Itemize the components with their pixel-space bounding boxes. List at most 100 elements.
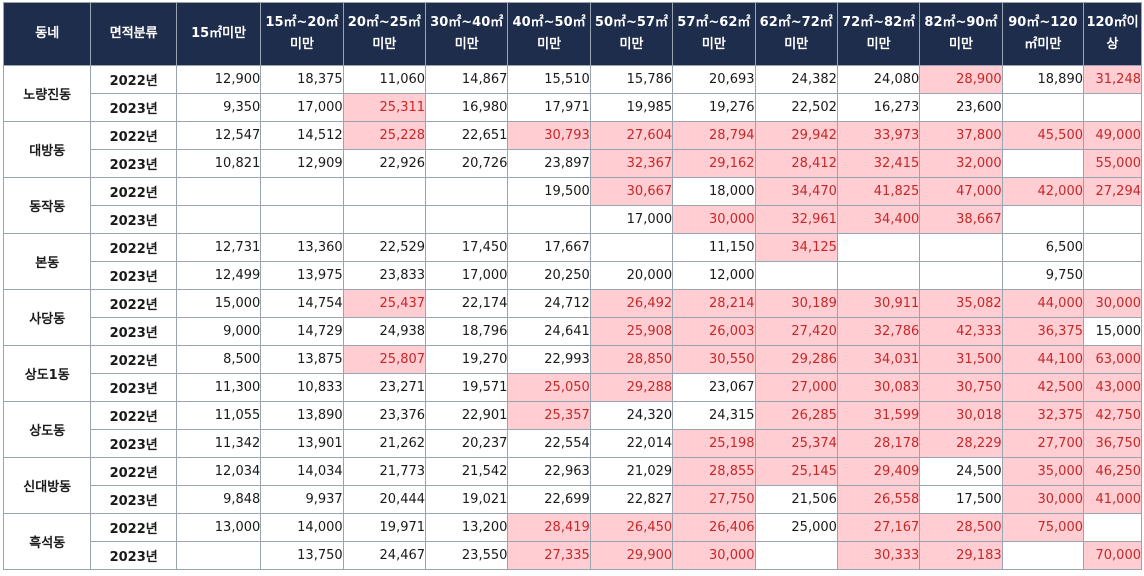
price-cell: 22,699 [507, 485, 591, 514]
price-cell: 29,183 [919, 541, 1003, 570]
year-label: 2023년 [90, 261, 177, 290]
price-cell: 19,971 [342, 513, 427, 542]
price-cell: 28,419 [507, 513, 591, 542]
price-cell: 9,937 [260, 485, 344, 514]
price-cell: 13,975 [260, 261, 344, 290]
price-cell: 42,000 [1001, 177, 1085, 206]
table-header: 동네 면적분류 15㎡미만 15㎡~20㎡미만 20㎡~25㎡미만 30㎡~40㎡미만 40… [2, 2, 1142, 66]
year-label: 2023년 [90, 373, 177, 402]
column-header: 72㎡~82㎡미만 [836, 2, 921, 66]
price-cell: 14,512 [260, 121, 344, 150]
price-cell [754, 261, 838, 290]
price-cell: 23,067 [672, 373, 756, 402]
price-cell: 18,796 [425, 317, 509, 346]
price-cell: 22,554 [507, 429, 591, 458]
price-cell: 30,189 [754, 289, 838, 318]
column-header: 30㎡~40㎡미만 [425, 2, 509, 66]
price-cell: 29,900 [589, 541, 674, 570]
table-row: 2023년 11,342 13,901 21,262 20,237 22,554 22,01… [4, 429, 1142, 458]
price-cell: 34,400 [836, 205, 921, 234]
year-label: 2023년 [90, 485, 177, 514]
price-cell: 17,450 [425, 233, 509, 262]
price-cell [175, 177, 262, 206]
price-cell: 21,542 [425, 457, 509, 486]
price-cell: 22,014 [589, 429, 674, 458]
price-cell: 32,375 [1001, 401, 1085, 430]
price-cell [589, 233, 674, 262]
table-row: 대방동 2022년 12,547 14,512 25,228 22,651 30,793 27… [2, 121, 1142, 178]
price-cell: 28,229 [919, 429, 1003, 458]
price-cell: 16,980 [425, 93, 509, 122]
price-cell [175, 205, 262, 234]
price-cell: 12,547 [175, 121, 262, 150]
price-cell: 24,320 [589, 401, 674, 430]
price-cell: 21,029 [589, 457, 674, 486]
price-cell: 28,794 [672, 121, 756, 150]
price-cell: 28,900 [919, 65, 1003, 94]
price-cell: 25,437 [342, 289, 427, 318]
price-cell: 17,000 [425, 261, 509, 290]
year-label: 2022년 [90, 121, 177, 150]
price-cell: 41,000 [1083, 485, 1142, 514]
table-row: 신대방동 2022년 12,034 14,034 21,773 21,542 22,963 2… [2, 457, 1142, 514]
price-cell: 32,415 [836, 149, 921, 178]
price-cell: 44,100 [1001, 345, 1085, 374]
table-row: 2023년 13,750 24,467 23,550 27,335 29,900 30,00… [4, 541, 1142, 570]
column-header: 15㎡~20㎡미만 [260, 2, 344, 66]
year-label: 2022년 [90, 457, 177, 486]
column-header: 40㎡~50㎡미만 [507, 2, 591, 66]
price-cell: 12,909 [260, 149, 344, 178]
price-cell: 30,750 [919, 373, 1003, 402]
price-cell: 30,911 [836, 289, 921, 318]
price-cell: 29,409 [836, 457, 921, 486]
price-cell [507, 205, 591, 234]
price-cell: 55,000 [1083, 149, 1142, 178]
price-cell: 32,961 [754, 205, 838, 234]
price-cell: 22,651 [425, 121, 509, 150]
year-label: 2022년 [90, 289, 177, 318]
table-row: 2023년 12,499 13,975 23,833 17,000 20,250 20,00… [4, 261, 1142, 290]
price-cell: 26,406 [672, 513, 756, 542]
price-cell [1001, 205, 1085, 234]
price-cell: 30,000 [672, 541, 756, 570]
year-label: 2022년 [90, 513, 177, 542]
price-cell: 13,200 [425, 513, 509, 542]
price-cell: 15,510 [507, 65, 591, 94]
column-header: 동네 [2, 2, 92, 66]
price-cell: 28,178 [836, 429, 921, 458]
price-cell: 13,360 [260, 233, 344, 262]
price-cell: 27,294 [1083, 177, 1142, 206]
price-cell: 27,335 [507, 541, 591, 570]
price-cell: 22,993 [507, 345, 591, 374]
price-cell [1001, 149, 1085, 178]
price-cell: 25,000 [754, 513, 838, 542]
price-cell: 29,288 [589, 373, 674, 402]
price-cell [175, 541, 262, 570]
column-header: 15㎡미만 [175, 2, 262, 66]
price-cell: 9,000 [175, 317, 262, 346]
price-cell: 25,807 [342, 345, 427, 374]
table-row: 사당동 2022년 15,000 14,754 25,437 22,174 24,712 26… [2, 289, 1142, 346]
year-label: 2023년 [90, 93, 177, 122]
price-cell: 14,754 [260, 289, 344, 318]
price-cell [342, 177, 427, 206]
year-label: 2022년 [90, 345, 177, 374]
price-cell: 8,500 [175, 345, 262, 374]
price-cell: 24,938 [342, 317, 427, 346]
price-cell: 23,550 [425, 541, 509, 570]
price-cell: 6,500 [1001, 233, 1085, 262]
price-cell: 25,145 [754, 457, 838, 486]
table-row: 상도1동 2022년 8,500 13,875 25,807 19,270 22,993 28… [2, 345, 1142, 402]
price-cell: 30,000 [1083, 289, 1142, 318]
price-cell: 20,693 [672, 65, 756, 94]
price-cell: 30,000 [672, 205, 756, 234]
price-cell [1083, 261, 1142, 290]
column-header: 90㎡~120㎡미만 [1001, 2, 1085, 66]
column-header: 57㎡~62㎡미만 [672, 2, 756, 66]
price-cell: 24,315 [672, 401, 756, 430]
price-cell: 37,800 [919, 121, 1003, 150]
column-header: 62㎡~72㎡미만 [754, 2, 838, 66]
price-cell: 18,890 [1001, 65, 1085, 94]
price-cell [836, 261, 921, 290]
